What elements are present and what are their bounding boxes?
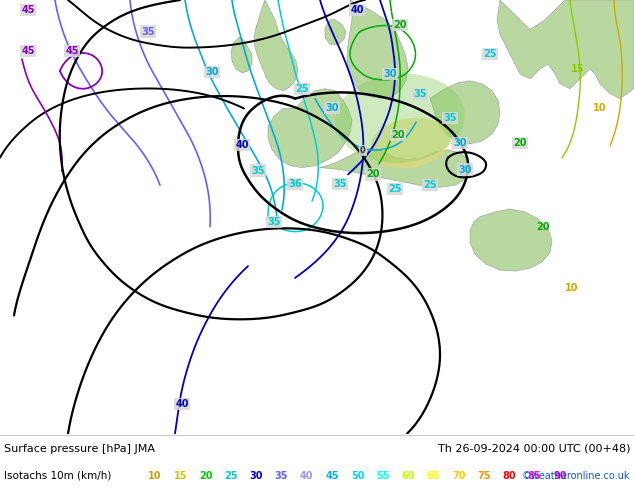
Text: 55: 55 — [376, 471, 389, 481]
Polygon shape — [325, 20, 346, 45]
Text: 10: 10 — [566, 283, 579, 293]
Polygon shape — [430, 81, 500, 144]
Text: 60: 60 — [401, 471, 415, 481]
Text: 45: 45 — [325, 471, 339, 481]
Text: 35: 35 — [413, 89, 427, 98]
Text: ©weatheronline.co.uk: ©weatheronline.co.uk — [522, 471, 630, 481]
Text: 45: 45 — [22, 5, 35, 15]
Text: 40: 40 — [300, 471, 314, 481]
Polygon shape — [320, 148, 470, 187]
Text: 30: 30 — [383, 69, 397, 79]
Text: Surface pressure [hPa] JMA: Surface pressure [hPa] JMA — [4, 444, 155, 454]
Text: 30: 30 — [453, 138, 467, 148]
Text: 15: 15 — [174, 471, 187, 481]
Text: 35: 35 — [275, 471, 288, 481]
Polygon shape — [497, 0, 634, 98]
Text: 35: 35 — [141, 26, 155, 37]
Text: 90: 90 — [553, 471, 567, 481]
Text: 70: 70 — [452, 471, 465, 481]
Text: Isotachs 10m (km/h): Isotachs 10m (km/h) — [4, 471, 112, 481]
Text: 35: 35 — [251, 166, 265, 175]
Text: Th 26-09-2024 00:00 UTC (00+48): Th 26-09-2024 00:00 UTC (00+48) — [437, 444, 630, 454]
Text: 10: 10 — [593, 103, 607, 113]
Text: 25: 25 — [224, 471, 238, 481]
Polygon shape — [268, 89, 352, 168]
Text: 20: 20 — [366, 170, 380, 179]
Text: 15: 15 — [571, 64, 585, 74]
Text: 30: 30 — [205, 67, 219, 77]
Text: 0: 0 — [360, 147, 366, 155]
Text: 20: 20 — [393, 20, 407, 29]
Text: 50: 50 — [351, 471, 365, 481]
Text: 40: 40 — [175, 399, 189, 409]
Polygon shape — [347, 0, 408, 98]
Text: 10: 10 — [148, 471, 162, 481]
Text: 20: 20 — [391, 130, 404, 140]
Text: 20: 20 — [536, 221, 550, 232]
Text: 35: 35 — [443, 113, 456, 123]
Text: 65: 65 — [427, 471, 440, 481]
Polygon shape — [254, 0, 298, 91]
Polygon shape — [231, 36, 252, 73]
Text: 45: 45 — [22, 46, 35, 56]
Text: 40: 40 — [350, 5, 364, 15]
Text: 20: 20 — [514, 138, 527, 148]
Text: 75: 75 — [477, 471, 491, 481]
Text: 25: 25 — [424, 180, 437, 190]
Text: 25: 25 — [388, 184, 402, 194]
Text: 25: 25 — [483, 49, 497, 59]
Ellipse shape — [335, 74, 465, 163]
Text: 35: 35 — [333, 179, 347, 189]
Text: 35: 35 — [268, 217, 281, 227]
Text: 30: 30 — [458, 165, 472, 174]
Text: 25: 25 — [295, 84, 309, 94]
Text: 30: 30 — [250, 471, 263, 481]
Text: 36: 36 — [288, 179, 302, 189]
Text: 40: 40 — [235, 140, 249, 150]
Text: 80: 80 — [503, 471, 516, 481]
Text: 85: 85 — [528, 471, 541, 481]
Polygon shape — [470, 209, 552, 271]
Ellipse shape — [370, 118, 450, 168]
Text: 30: 30 — [325, 103, 339, 113]
Text: 20: 20 — [199, 471, 212, 481]
Text: 45: 45 — [65, 46, 79, 56]
